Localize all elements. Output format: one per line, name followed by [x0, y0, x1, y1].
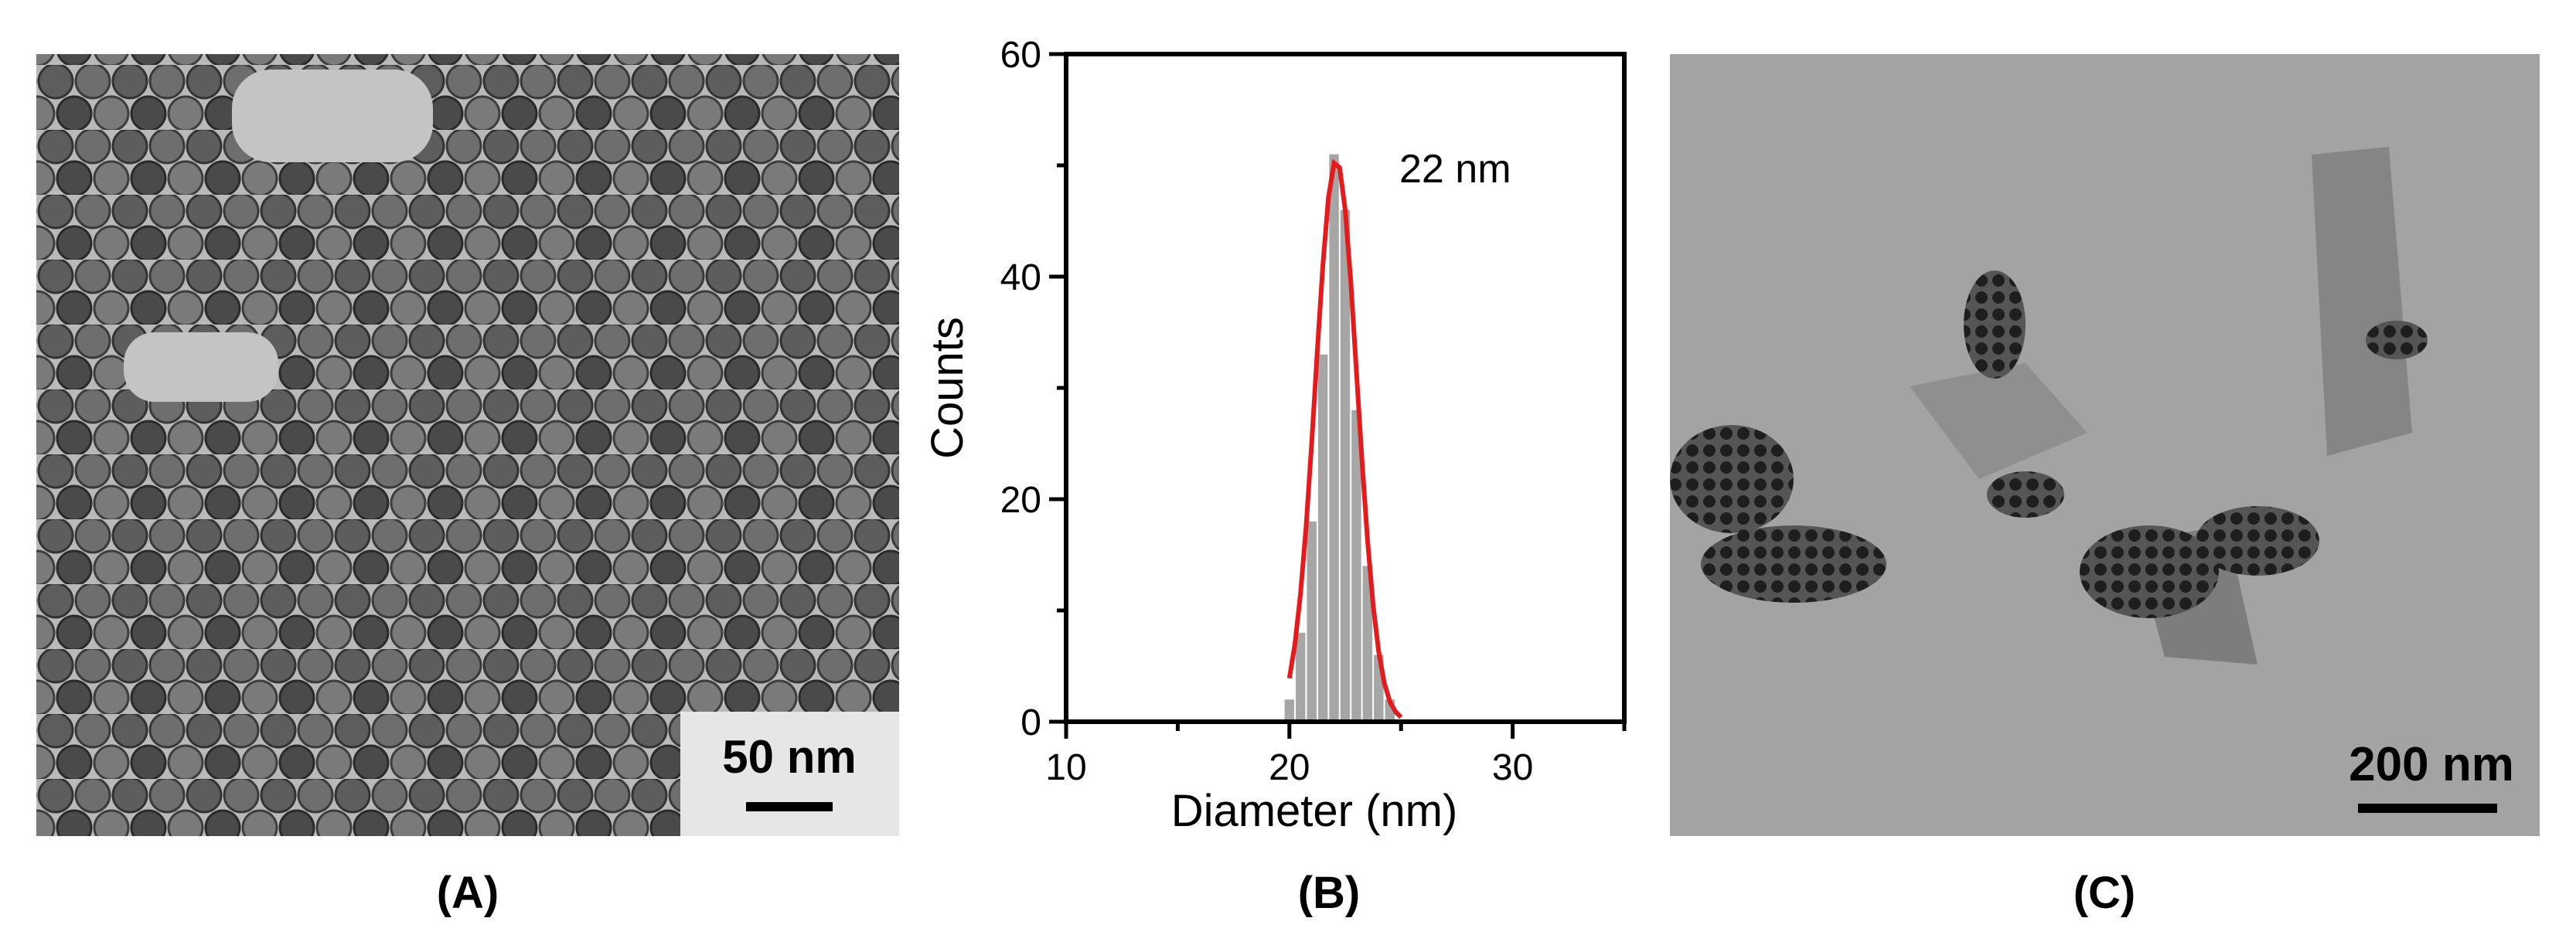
- scale-bar-label: 50 nm: [722, 731, 856, 783]
- scale-bar: [746, 802, 833, 811]
- x-tick-label: 30: [1492, 747, 1533, 788]
- cluster: [2196, 506, 2319, 576]
- cluster: [2080, 525, 2219, 618]
- y-axis-label: Counts: [922, 317, 973, 459]
- tem-image: [36, 54, 899, 836]
- image-area: [232, 70, 433, 162]
- x-axis-label: Diameter (nm): [1171, 786, 1458, 836]
- panel-label: (A): [437, 868, 499, 918]
- bar: [1340, 209, 1351, 722]
- scale-bar-label: 200 nm: [2349, 738, 2514, 791]
- annotation: 22 nm: [1399, 147, 1511, 192]
- bar: [1296, 632, 1306, 722]
- cluster: [2366, 321, 2428, 359]
- fit-curve: [1286, 158, 1403, 719]
- scale-bar: [2358, 804, 2497, 813]
- bar: [1329, 154, 1339, 722]
- y-tick-label: 20: [1000, 480, 1041, 521]
- x-tick-label: 20: [1269, 747, 1310, 788]
- y-tick-label: 60: [1000, 35, 1041, 76]
- panel-label: (B): [1298, 868, 1361, 918]
- cluster: [1987, 471, 2064, 518]
- panel-label: (C): [2073, 868, 2136, 918]
- panel-a: 50 nm (A): [36, 54, 899, 918]
- panel-c: 200 nm (C): [1670, 54, 2540, 918]
- tem-image: [1670, 54, 2540, 836]
- histogram-chart: (B) 10 20 30 0 20 40 60 Diameter (nm) Counts 22 n…: [922, 35, 1627, 918]
- cluster: [1670, 425, 1794, 533]
- sheet: [2312, 147, 2412, 456]
- bar: [1307, 521, 1317, 722]
- bar: [1351, 410, 1361, 722]
- x-tick-label: 10: [1045, 747, 1086, 788]
- bar: [1317, 354, 1328, 722]
- sheet: [1910, 363, 2087, 479]
- y-tick-label: 0: [1021, 702, 1041, 743]
- cluster: [1964, 270, 2026, 379]
- scale-bar-box: [680, 712, 899, 836]
- bar: [1284, 699, 1295, 722]
- image-area: [124, 332, 278, 402]
- bar: [1362, 566, 1373, 722]
- cluster: [1701, 525, 1886, 603]
- y-tick-label: 40: [1000, 257, 1041, 298]
